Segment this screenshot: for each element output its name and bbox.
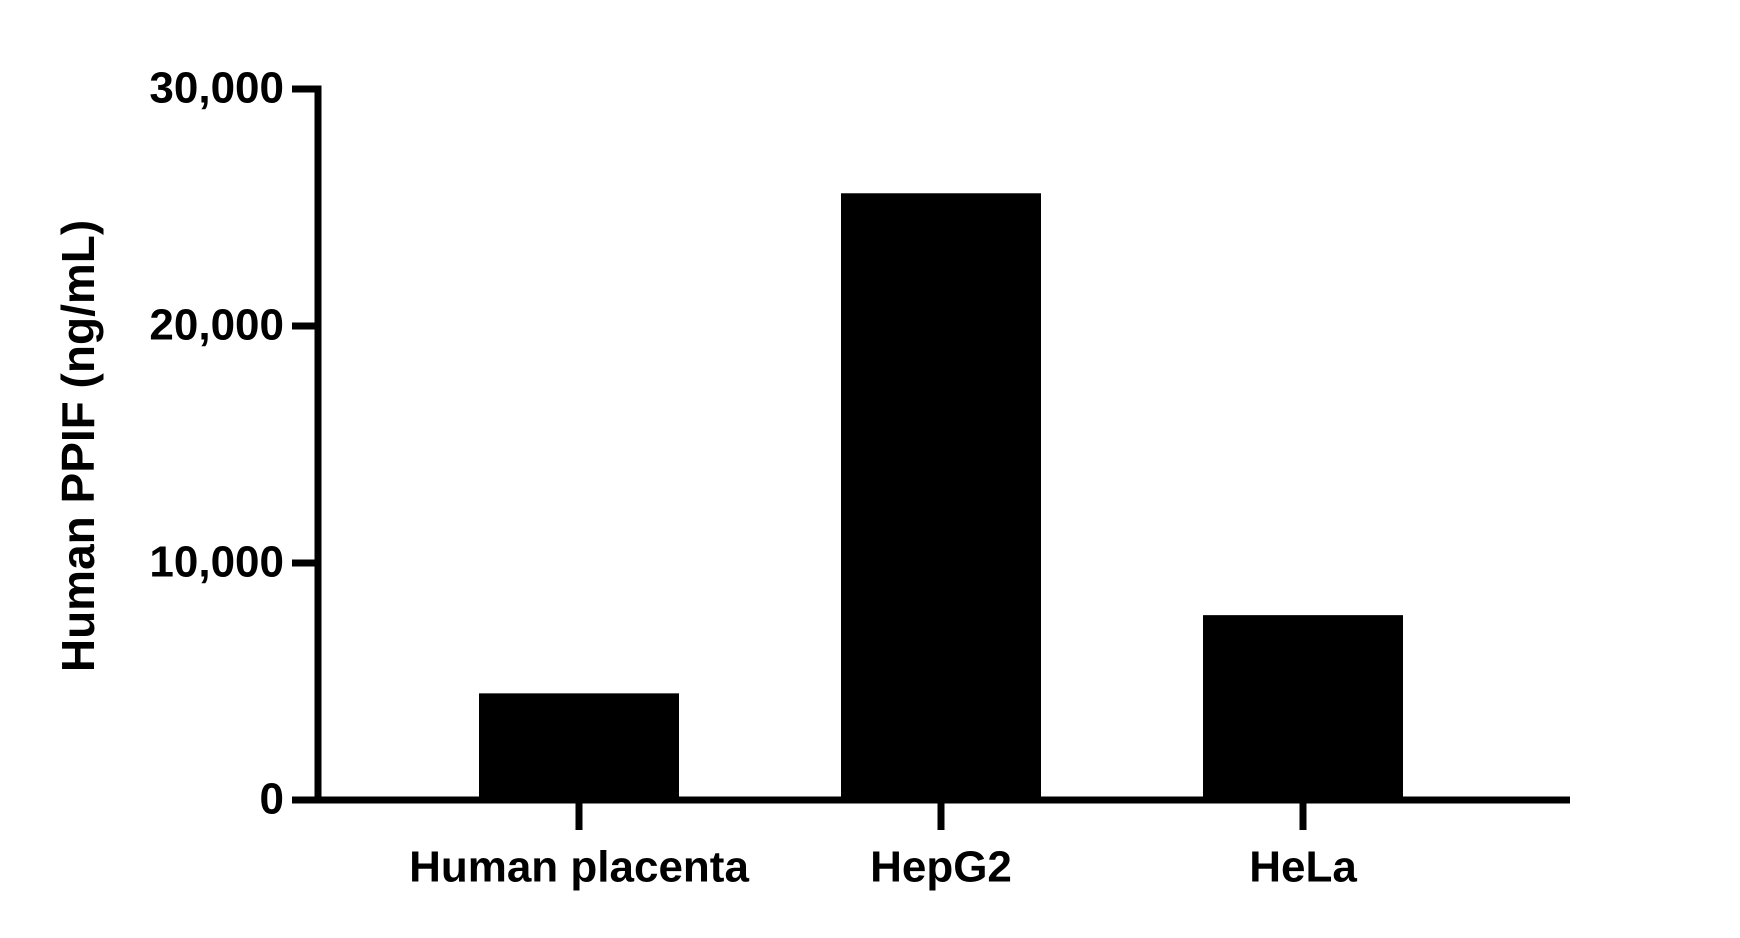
x-tick-label: HeLa xyxy=(1249,843,1357,892)
y-tick-label: 30,000 xyxy=(149,64,284,113)
bar xyxy=(841,193,1041,800)
y-tick-label: 20,000 xyxy=(149,301,284,350)
y-axis-title: Human PPIF (ng/mL) xyxy=(52,220,104,672)
y-tick-label: 10,000 xyxy=(149,538,284,587)
bar xyxy=(1203,615,1403,800)
y-tick-label: 0 xyxy=(260,775,284,824)
x-tick-label: Human placenta xyxy=(409,843,749,892)
bar xyxy=(479,693,679,800)
x-tick-label: HepG2 xyxy=(870,843,1012,892)
